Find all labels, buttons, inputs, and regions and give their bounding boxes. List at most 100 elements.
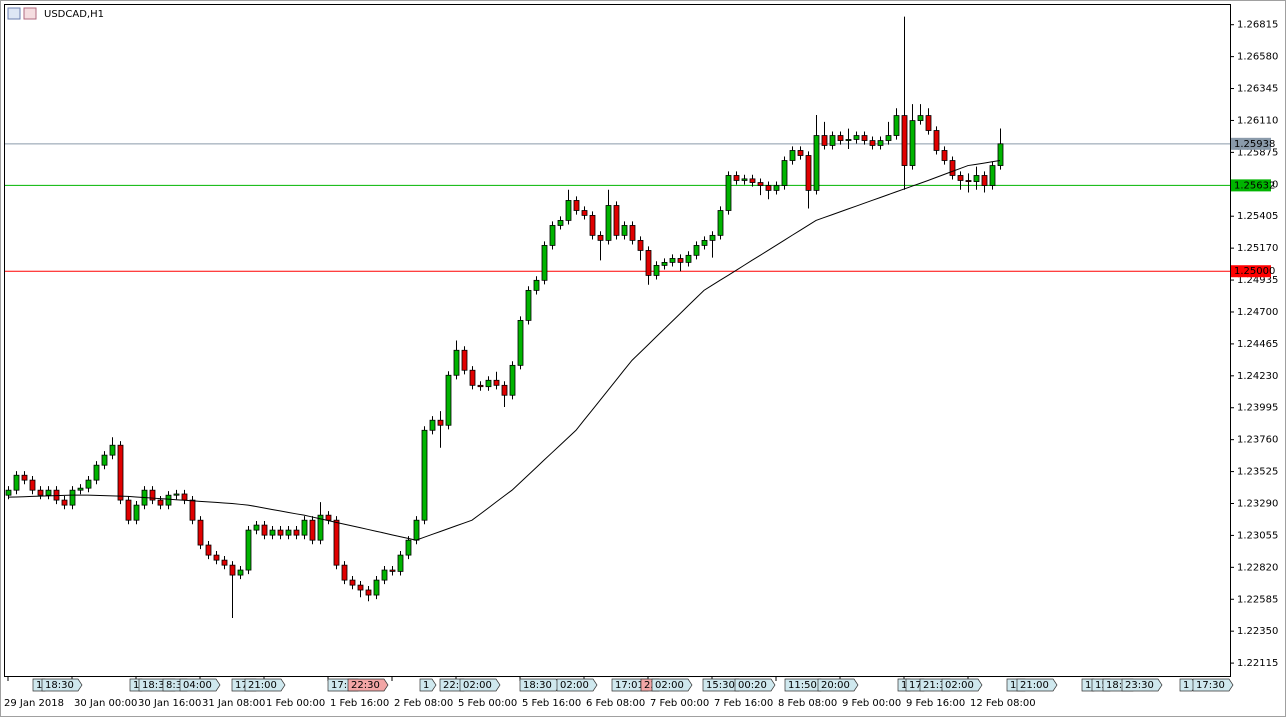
event-tag	[179, 678, 221, 692]
candle-body	[661, 261, 668, 266]
candle-body	[725, 175, 732, 211]
candle-body	[165, 494, 172, 506]
level-label-box	[1231, 137, 1271, 150]
candle-body	[813, 135, 820, 191]
x-tick-label: 12 Feb 08:00	[970, 698, 1036, 709]
candle-body	[117, 444, 124, 501]
candle-body	[213, 554, 220, 561]
candle-body	[493, 379, 500, 386]
candle-body	[269, 529, 276, 536]
candle-body	[429, 419, 436, 431]
y-tick-label: 1.24935	[1237, 275, 1278, 286]
event-label: 20:00	[821, 680, 850, 691]
event-label: 18:30	[142, 680, 171, 691]
candle-body	[653, 264, 660, 276]
candle-body	[229, 564, 236, 576]
candle-body	[325, 514, 332, 521]
candle-body	[869, 140, 876, 146]
x-tick-label: 31 Jan 08:00	[202, 698, 265, 709]
event-label: 23:30	[1125, 680, 1154, 691]
candle-body	[485, 379, 492, 388]
event-label: 17:01	[615, 680, 644, 691]
candle-body	[397, 554, 404, 572]
event-tag	[1192, 678, 1234, 692]
candle-body	[245, 529, 252, 571]
candle-body	[133, 504, 140, 521]
event-label: 22:	[443, 680, 459, 691]
candle-body	[261, 524, 268, 536]
y-tick-label: 1.22115	[1237, 658, 1278, 669]
event-label: 02:00	[463, 680, 492, 691]
event-label: 8:3	[166, 680, 182, 691]
candle-body	[69, 489, 76, 506]
candle-body	[389, 569, 396, 572]
x-tick-label: 6 Feb 08:00	[586, 698, 645, 709]
event-tag	[1121, 678, 1163, 692]
candle-body	[973, 175, 980, 182]
y-tick-label: 1.26110	[1237, 115, 1278, 126]
candle-body	[885, 135, 892, 141]
chart-icon[interactable]	[7, 7, 21, 20]
chart-icon[interactable]	[23, 7, 37, 20]
event-tag	[244, 678, 286, 692]
x-tick-label: 30 Jan 16:00	[138, 698, 201, 709]
candle-body	[837, 135, 844, 141]
candle-body	[733, 175, 740, 181]
candle-body	[957, 175, 964, 181]
candle-body	[597, 234, 604, 241]
candle-body	[293, 529, 300, 536]
candle-body	[253, 524, 260, 531]
candle-body	[469, 369, 476, 386]
event-label: 1	[901, 680, 907, 691]
candle-body	[237, 569, 244, 576]
candle-body	[189, 499, 196, 521]
candle-body	[85, 479, 92, 489]
event-label: 22:30	[351, 680, 380, 691]
candle-body	[853, 135, 860, 140]
x-tick-label: 2 Feb 08:00	[394, 698, 453, 709]
candle-body	[549, 225, 556, 246]
candle-body	[581, 210, 588, 216]
candle-body	[341, 564, 348, 581]
candle-body	[589, 215, 596, 236]
candle-body	[573, 200, 580, 211]
candle-body	[517, 319, 524, 366]
candle-body	[157, 499, 164, 506]
x-tick-label: 9 Feb 16:00	[906, 698, 965, 709]
x-tick-label: 1 Feb 00:00	[266, 698, 325, 709]
event-label: 1	[1183, 680, 1189, 691]
candle-body	[301, 519, 308, 536]
candle-body	[701, 239, 708, 246]
candle-body	[805, 155, 812, 191]
x-tick-label: 7 Feb 00:00	[650, 698, 709, 709]
candle-body	[613, 205, 620, 236]
level-label-box	[1231, 265, 1271, 278]
candle-body	[637, 239, 644, 251]
candle-body	[565, 200, 572, 221]
candle-body	[509, 364, 516, 396]
candle-body	[925, 115, 932, 131]
event-tag	[556, 678, 598, 692]
candle-body	[37, 489, 44, 496]
candle-body	[749, 178, 756, 183]
event-label: 04:00	[183, 680, 212, 691]
candle-body	[821, 135, 828, 146]
x-tick-label: 7 Feb 16:00	[714, 698, 773, 709]
chart-title: USDCAD,H1	[44, 9, 104, 20]
candle-body	[629, 225, 636, 241]
candle-body	[893, 115, 900, 136]
candle-body	[677, 258, 684, 263]
candle-body	[877, 140, 884, 146]
event-label: 02:00	[655, 680, 684, 691]
candle-body	[29, 479, 36, 491]
event-label: 10	[1010, 680, 1023, 691]
event-label: 02:00	[560, 680, 589, 691]
candle-body	[445, 374, 452, 426]
event-tag	[651, 678, 693, 692]
candle-body	[277, 529, 284, 536]
candle-body	[989, 165, 996, 186]
y-tick-label: 1.23055	[1237, 530, 1278, 541]
candle-body	[757, 182, 764, 186]
y-tick-label: 1.22585	[1237, 594, 1278, 605]
